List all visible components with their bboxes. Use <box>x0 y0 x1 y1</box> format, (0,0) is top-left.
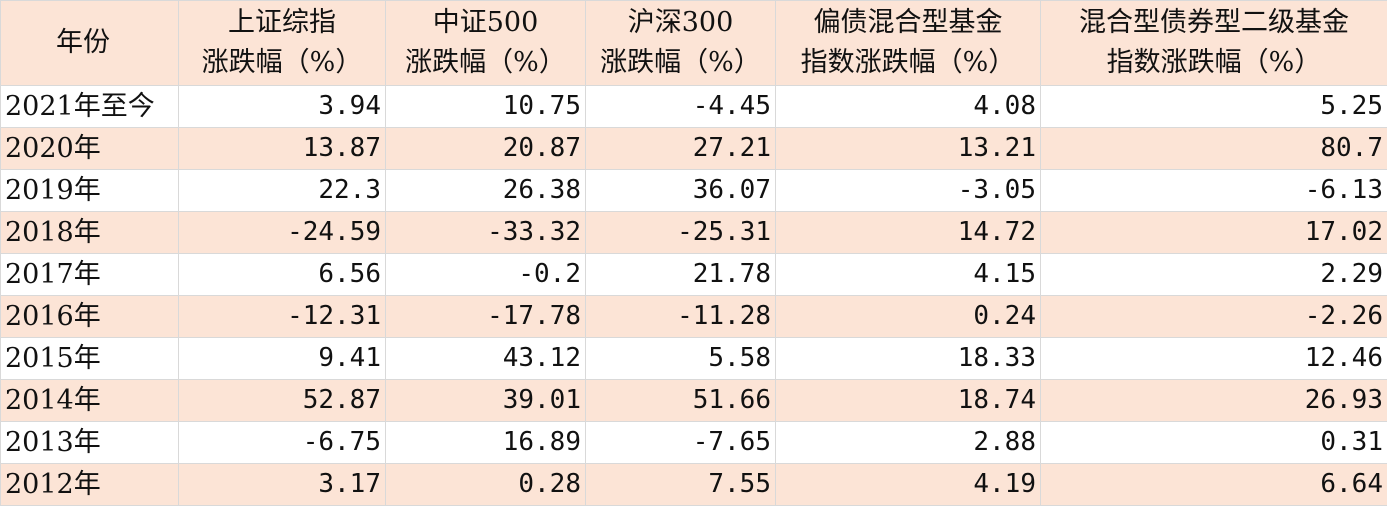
value-cell: 12.46 <box>1041 338 1387 380</box>
header-cell: 上证综指涨跌幅（%） <box>179 1 386 86</box>
header-text: 沪深300 <box>590 3 771 43</box>
value-cell: 51.66 <box>586 380 776 422</box>
header-cell: 混合型债券型二级基金指数涨跌幅（%） <box>1041 1 1387 86</box>
value-cell: 27.21 <box>586 128 776 170</box>
year-cell: 2014年 <box>1 380 179 422</box>
value-cell: -33.32 <box>386 212 586 254</box>
header-text: 指数涨跌幅（%） <box>780 43 1036 83</box>
header-text: 涨跌幅（%） <box>590 43 771 83</box>
value-cell: 17.02 <box>1041 212 1387 254</box>
value-cell: 4.19 <box>776 464 1041 506</box>
value-cell: 6.56 <box>179 254 386 296</box>
value-cell: 14.72 <box>776 212 1041 254</box>
value-cell: 36.07 <box>586 170 776 212</box>
year-cell: 2013年 <box>1 422 179 464</box>
value-cell: 43.12 <box>386 338 586 380</box>
value-cell: 22.3 <box>179 170 386 212</box>
value-cell: 18.74 <box>776 380 1041 422</box>
value-cell: 26.93 <box>1041 380 1387 422</box>
year-cell: 2021年至今 <box>1 86 179 128</box>
header-text: 年份 <box>56 23 174 63</box>
value-cell: 26.38 <box>386 170 586 212</box>
header-text: 上证综指 <box>183 3 381 43</box>
value-cell: 3.17 <box>179 464 386 506</box>
value-cell: 4.08 <box>776 86 1041 128</box>
value-cell: -0.2 <box>386 254 586 296</box>
value-cell: -4.45 <box>586 86 776 128</box>
year-cell: 2018年 <box>1 212 179 254</box>
value-cell: -6.75 <box>179 422 386 464</box>
year-cell: 2016年 <box>1 296 179 338</box>
value-cell: -24.59 <box>179 212 386 254</box>
value-cell: -7.65 <box>586 422 776 464</box>
header-text: 混合型债券型二级基金 <box>1045 3 1383 43</box>
value-cell: 13.21 <box>776 128 1041 170</box>
header-text: 涨跌幅（%） <box>390 43 581 83</box>
value-cell: -12.31 <box>179 296 386 338</box>
value-cell: 39.01 <box>386 380 586 422</box>
year-cell: 2017年 <box>1 254 179 296</box>
value-cell: 0.31 <box>1041 422 1387 464</box>
value-cell: 2.88 <box>776 422 1041 464</box>
header-cell: 年份 <box>1 1 179 86</box>
value-cell: 5.58 <box>586 338 776 380</box>
value-cell: 16.89 <box>386 422 586 464</box>
value-cell: 13.87 <box>179 128 386 170</box>
value-cell: 4.15 <box>776 254 1041 296</box>
value-cell: 6.64 <box>1041 464 1387 506</box>
value-cell: -6.13 <box>1041 170 1387 212</box>
value-cell: -11.28 <box>586 296 776 338</box>
value-cell: 0.28 <box>386 464 586 506</box>
year-cell: 2015年 <box>1 338 179 380</box>
value-cell: -17.78 <box>386 296 586 338</box>
value-cell: 2.29 <box>1041 254 1387 296</box>
value-cell: 10.75 <box>386 86 586 128</box>
value-cell: 9.41 <box>179 338 386 380</box>
year-cell: 2012年 <box>1 464 179 506</box>
value-cell: 3.94 <box>179 86 386 128</box>
value-cell: 5.25 <box>1041 86 1387 128</box>
value-cell: 20.87 <box>386 128 586 170</box>
year-cell: 2019年 <box>1 170 179 212</box>
value-cell: -25.31 <box>586 212 776 254</box>
header-text: 偏债混合型基金 <box>780 3 1036 43</box>
header-text: 指数涨跌幅（%） <box>1045 43 1383 83</box>
header-cell: 偏债混合型基金指数涨跌幅（%） <box>776 1 1041 86</box>
header-text: 涨跌幅（%） <box>183 43 381 83</box>
value-cell: 7.55 <box>586 464 776 506</box>
value-cell: 80.7 <box>1041 128 1387 170</box>
value-cell: 18.33 <box>776 338 1041 380</box>
value-cell: -3.05 <box>776 170 1041 212</box>
value-cell: 21.78 <box>586 254 776 296</box>
value-cell: 52.87 <box>179 380 386 422</box>
value-cell: 0.24 <box>776 296 1041 338</box>
year-cell: 2020年 <box>1 128 179 170</box>
value-cell: -2.26 <box>1041 296 1387 338</box>
header-text: 中证500 <box>390 3 581 43</box>
